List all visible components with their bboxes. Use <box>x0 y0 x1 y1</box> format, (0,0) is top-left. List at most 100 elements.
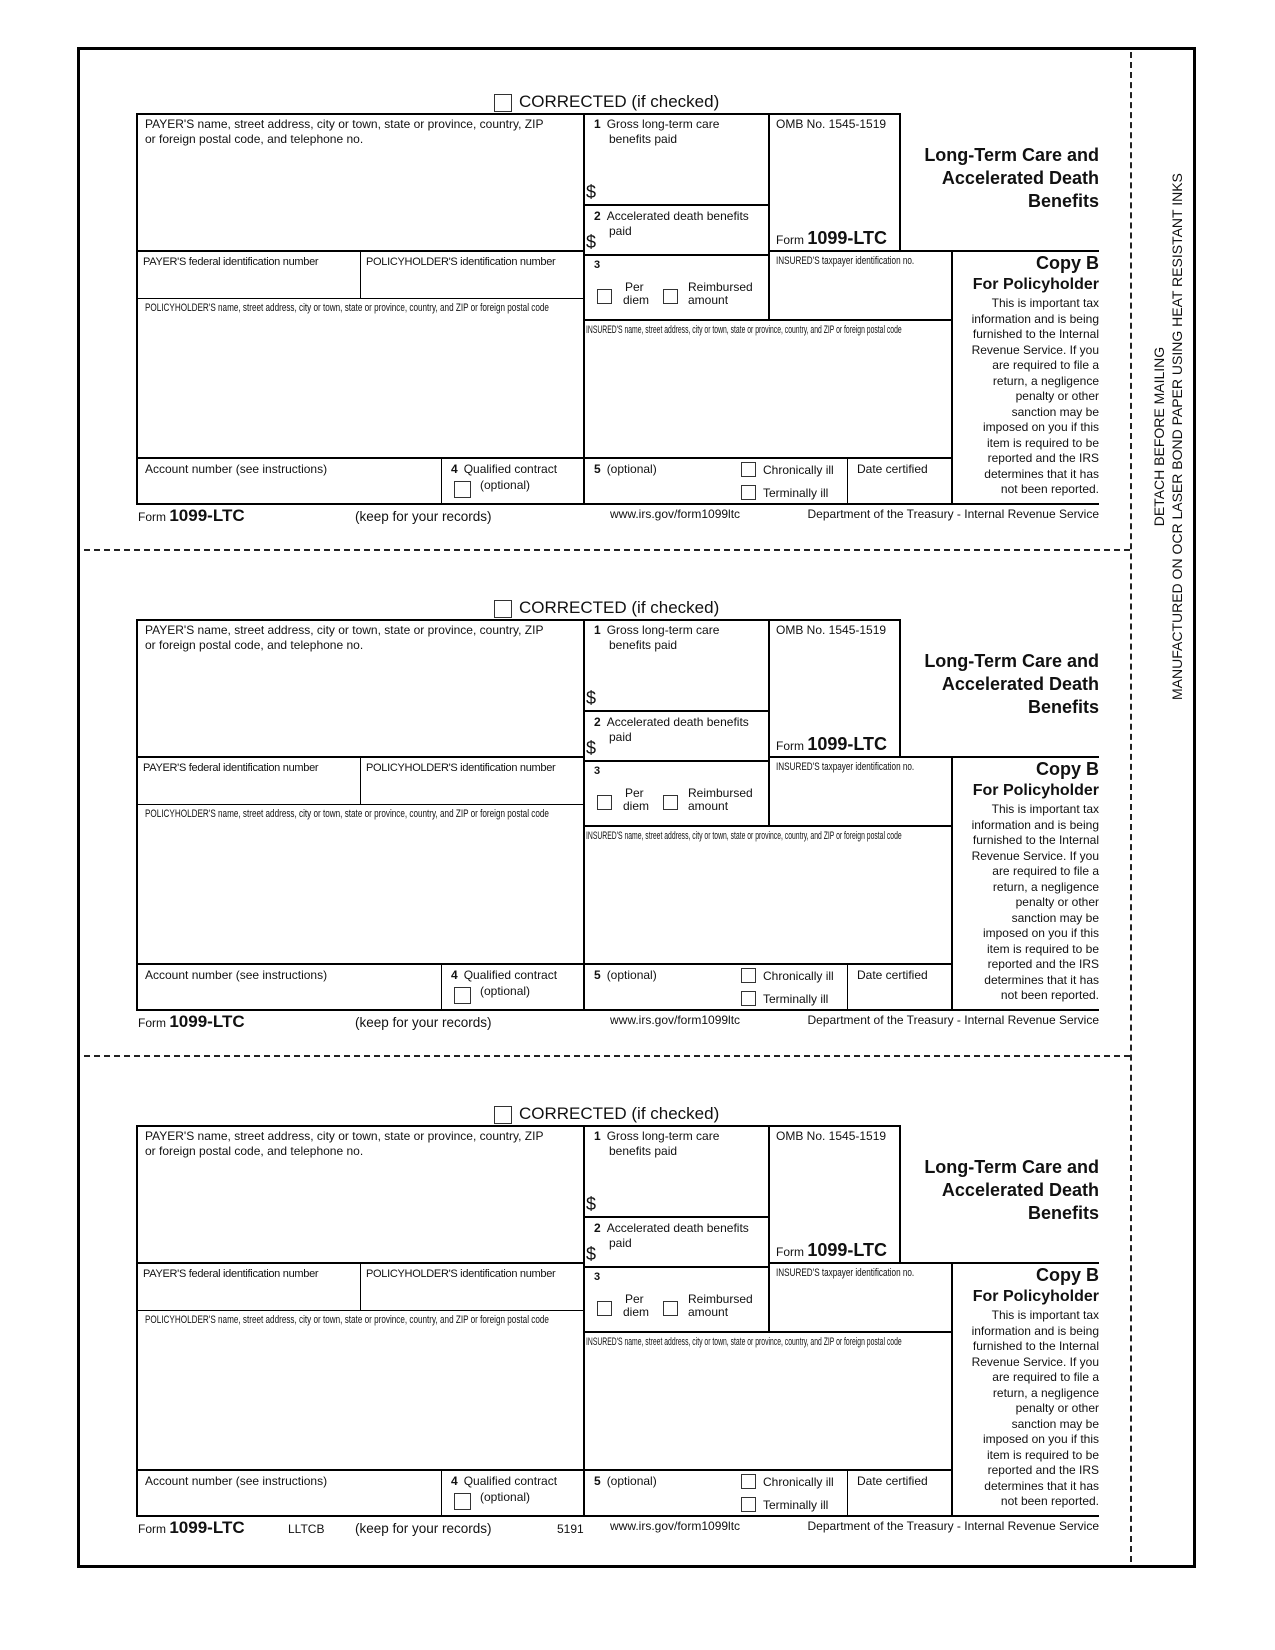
payer-name-field[interactable]: PAYER'S name, street address, city or to… <box>145 623 543 653</box>
policyholder-name-field[interactable]: POLICYHOLDER'S name, street address, cit… <box>145 1314 549 1327</box>
box1-gross-ltc-benefits[interactable]: 1 Gross long-term care benefits paid <box>594 1129 719 1159</box>
box4-qualified-contract: 4 Qualified contract <box>451 1474 557 1489</box>
payer-name-field[interactable]: PAYER'S name, street address, city or to… <box>145 1129 543 1159</box>
irs-website-link[interactable]: www.irs.gov/form1099ltc <box>610 507 741 521</box>
notice-line: Revenue Service. If you <box>971 342 1099 357</box>
corrected-checkbox[interactable] <box>494 94 512 112</box>
page-border <box>77 47 1196 1568</box>
policyholder-name-field[interactable]: POLICYHOLDER'S name, street address, cit… <box>145 302 549 315</box>
box1-gross-ltc-benefits[interactable]: 1 Gross long-term care benefits paid <box>594 623 719 653</box>
per-diem-checkbox[interactable] <box>597 795 612 810</box>
form-rule-line <box>584 825 952 827</box>
form-rule-line <box>584 319 952 321</box>
insured-tin-field[interactable]: INSURED'S taxpayer identification no. <box>776 255 914 268</box>
notice-line: are required to file a <box>992 1370 1099 1384</box>
irs-website-link[interactable]: www.irs.gov/form1099ltc <box>610 1013 741 1027</box>
notice-line: reported and the IRS <box>987 451 1099 465</box>
form-rule-line <box>136 1125 138 1517</box>
account-number-field[interactable]: Account number (see instructions) <box>145 462 327 477</box>
dollar-sign: $ <box>586 738 597 758</box>
tear-line <box>84 1055 1130 1057</box>
tear-line <box>84 549 1130 551</box>
date-certified-field[interactable]: Date certified <box>857 1474 928 1489</box>
qualified-contract-checkbox[interactable] <box>454 1493 471 1510</box>
corrected-checkbox[interactable] <box>494 600 512 618</box>
notice-line: imposed on you if this <box>982 420 1099 434</box>
reimbursed-amount-checkbox[interactable] <box>663 1301 678 1316</box>
chronically-ill-checkbox[interactable] <box>741 968 756 983</box>
title-line: Long-Term Care and <box>924 1157 1099 1177</box>
form-copy: CORRECTED (if checked) PAYER'S name, str… <box>0 92 1275 592</box>
form-title: Long-Term Care and Accelerated Death Ben… <box>900 1156 1099 1225</box>
terminally-ill-checkbox[interactable] <box>741 485 756 500</box>
form-number: 1099-LTC <box>807 1240 888 1260</box>
box-number: 2 <box>594 1221 601 1235</box>
corrected-checkbox[interactable] <box>494 1106 512 1124</box>
policyholder-id-field[interactable]: POLICYHOLDER'S identification number <box>366 255 556 269</box>
notice-line: determines that it has <box>984 972 1099 987</box>
copy-label: Copy B <box>1036 253 1099 273</box>
irs-website-link[interactable]: www.irs.gov/form1099ltc <box>610 1519 741 1533</box>
box2-accelerated-death-benefits[interactable]: 2 Accelerated death benefits paid <box>594 715 749 745</box>
policyholder-id-field[interactable]: POLICYHOLDER'S identification number <box>366 761 556 775</box>
insured-name-field[interactable]: INSURED'S name, street address, city or … <box>586 324 902 337</box>
reimbursed-amount-checkbox[interactable] <box>663 289 678 304</box>
box5-optional-field[interactable]: 5 (optional) <box>594 968 657 983</box>
title-line: Accelerated Death <box>941 674 1099 694</box>
chronically-ill-checkbox[interactable] <box>741 462 756 477</box>
qualified-contract-checkbox[interactable] <box>454 987 471 1004</box>
account-number-field[interactable]: Account number (see instructions) <box>145 1474 327 1489</box>
policyholder-id-field[interactable]: POLICYHOLDER'S identification number <box>366 1267 556 1281</box>
insured-name-field[interactable]: INSURED'S name, street address, city or … <box>586 1336 902 1349</box>
box-number: 4 <box>451 1474 458 1488</box>
qualified-contract-checkbox[interactable] <box>454 481 471 498</box>
form-rule-line <box>584 1266 769 1268</box>
form-rule-line <box>584 1216 769 1218</box>
box-number: 1 <box>594 117 601 131</box>
title-line: Long-Term Care and <box>924 651 1099 671</box>
box-number: 4 <box>451 968 458 982</box>
payer-name-field[interactable]: PAYER'S name, street address, city or to… <box>145 117 543 147</box>
box1-gross-ltc-benefits[interactable]: 1 Gross long-term care benefits paid <box>594 117 719 147</box>
box5-optional-field[interactable]: 5 (optional) <box>594 1474 657 1489</box>
box5-optional-field[interactable]: 5 (optional) <box>594 462 657 477</box>
payer-name-label: or foreign postal code, and telephone no… <box>145 638 364 652</box>
terminally-ill-checkbox[interactable] <box>741 1497 756 1512</box>
date-certified-field[interactable]: Date certified <box>857 462 928 477</box>
payer-fed-id-field[interactable]: PAYER'S federal identification number <box>143 255 319 269</box>
policyholder-name-label: POLICYHOLDER'S name, street address, cit… <box>145 808 549 820</box>
policyholder-id-label: POLICYHOLDER'S identification number <box>366 256 556 268</box>
form-title: Long-Term Care and Accelerated Death Ben… <box>900 650 1099 719</box>
payer-fed-id-field[interactable]: PAYER'S federal identification number <box>143 1267 319 1281</box>
box2-accelerated-death-benefits[interactable]: 2 Accelerated death benefits paid <box>594 1221 749 1251</box>
copy-for: For Policyholder <box>972 1288 1099 1305</box>
box-number: 5 <box>594 1474 601 1488</box>
label-line: diem <box>623 799 650 813</box>
form-number: 1099-LTC <box>169 1518 245 1537</box>
label-line: diem <box>623 1305 650 1319</box>
box4-label: Qualified contract <box>463 1474 558 1488</box>
notice-line: furnished to the Internal <box>972 833 1099 847</box>
reimbursed-amount-checkbox[interactable] <box>663 795 678 810</box>
box-number: 5 <box>594 462 601 476</box>
insured-tin-field[interactable]: INSURED'S taxpayer identification no. <box>776 761 914 774</box>
box2-accelerated-death-benefits[interactable]: 2 Accelerated death benefits paid <box>594 209 749 239</box>
chronically-ill-checkbox[interactable] <box>741 1474 756 1489</box>
notice-line: are required to file a <box>992 864 1099 878</box>
insured-tin-field[interactable]: INSURED'S taxpayer identification no. <box>776 1267 914 1280</box>
per-diem-checkbox[interactable] <box>597 289 612 304</box>
notice-line: are required to file a <box>992 358 1099 372</box>
box-number: 1 <box>594 1129 601 1143</box>
box2-label: Accelerated death benefits <box>606 715 749 729</box>
date-certified-field[interactable]: Date certified <box>857 968 928 983</box>
account-number-field[interactable]: Account number (see instructions) <box>145 968 327 983</box>
terminally-ill-checkbox[interactable] <box>741 991 756 1006</box>
payer-fed-id-field[interactable]: PAYER'S federal identification number <box>143 761 319 775</box>
form-rule-line <box>769 756 1099 758</box>
insured-name-field[interactable]: INSURED'S name, street address, city or … <box>586 830 902 843</box>
policyholder-name-field[interactable]: POLICYHOLDER'S name, street address, cit… <box>145 808 549 821</box>
notice-line: determines that it has <box>984 466 1099 481</box>
department-note: Department of the Treasury - Internal Re… <box>807 507 1099 521</box>
per-diem-checkbox[interactable] <box>597 1301 612 1316</box>
form-rule-line <box>583 619 585 1011</box>
